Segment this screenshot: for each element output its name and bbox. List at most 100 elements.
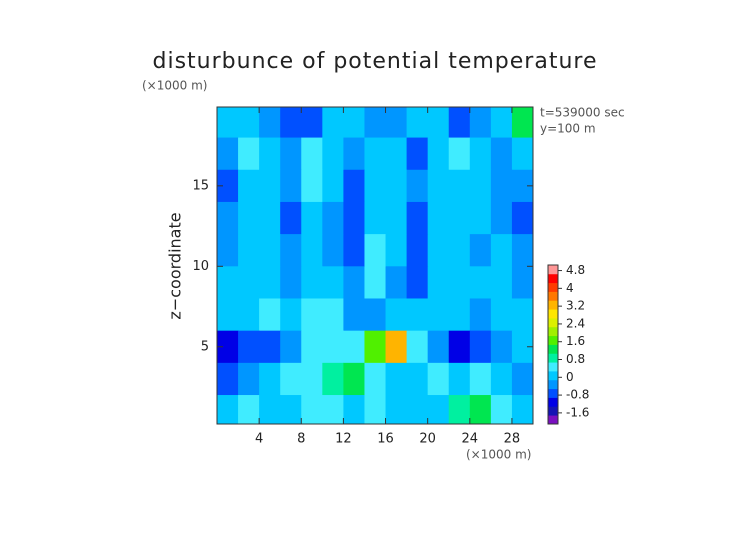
contour-cell — [343, 107, 365, 139]
colorbar-bin — [548, 344, 558, 354]
contour-cell — [385, 169, 408, 203]
contour-cell — [427, 234, 450, 267]
contour-cell — [343, 201, 365, 235]
contour-cell — [217, 169, 239, 203]
contour-cell — [448, 169, 471, 203]
contour-cell — [469, 201, 492, 235]
contour-cell — [238, 395, 260, 425]
contour-cell — [427, 107, 450, 139]
contour-cell — [280, 298, 302, 332]
contour-cell — [385, 137, 408, 171]
contour-cell — [490, 201, 513, 235]
contour-cell — [469, 330, 492, 364]
contour-cell — [238, 137, 260, 171]
contour-cell — [259, 234, 281, 267]
x-tick-label: 4 — [255, 432, 263, 447]
contour-cell — [406, 201, 429, 235]
contour-cell — [322, 330, 344, 364]
contour-cell — [301, 266, 323, 299]
colorbar-bin — [548, 326, 558, 337]
contour-cell — [469, 107, 492, 139]
contour-cell — [511, 330, 534, 364]
contour-cell — [406, 169, 429, 203]
contour-cell — [301, 169, 323, 203]
contour-cell — [427, 266, 450, 299]
contour-cell — [343, 234, 365, 267]
contour-cell — [259, 169, 281, 203]
colorbar-bin — [548, 273, 558, 284]
contour-cell — [217, 266, 239, 299]
contour-cell — [280, 169, 302, 203]
contour-cell — [469, 395, 492, 425]
contour-cell — [301, 137, 323, 171]
contour-cell — [406, 395, 429, 425]
contour-cell — [406, 137, 429, 171]
y-tick-label: 5 — [201, 339, 209, 354]
contour-cell — [427, 362, 450, 396]
y-axis-label: z−coordinate — [166, 212, 185, 319]
contour-cell — [448, 330, 471, 364]
colorbar-tick-label: -0.8 — [566, 388, 589, 402]
contour-cell — [364, 362, 387, 396]
colorbar-bin — [548, 300, 558, 310]
contour-cell — [322, 107, 344, 139]
contour-cell — [511, 169, 534, 203]
contour-cell — [490, 169, 513, 203]
contour-cell — [385, 201, 408, 235]
contour-cell — [385, 234, 408, 267]
contour-cell — [280, 201, 302, 235]
contour-cell — [280, 234, 302, 267]
contour-cell — [301, 298, 323, 332]
contour-cell — [343, 362, 365, 396]
contour-cell — [238, 201, 260, 235]
contour-cell — [322, 362, 344, 396]
contour-cell — [385, 330, 408, 364]
contour-cell — [301, 201, 323, 235]
contour-cell — [301, 362, 323, 396]
contour-cell — [238, 107, 260, 139]
contour-cell — [511, 137, 534, 171]
contour-cell — [364, 234, 387, 267]
x-tick-label: 8 — [297, 432, 305, 447]
colorbar-tick-label: -1.6 — [566, 405, 589, 419]
x-tick-label: 24 — [462, 432, 479, 447]
contour-cell — [427, 137, 450, 171]
contour-cell — [217, 234, 239, 267]
contour-cell — [511, 234, 534, 267]
contour-cell — [448, 201, 471, 235]
contour-cell — [301, 330, 323, 364]
contour-cell — [406, 234, 429, 267]
contour-cell — [322, 201, 344, 235]
contour-cell — [406, 298, 429, 332]
contour-cell — [364, 266, 387, 299]
contour-cell — [490, 298, 513, 332]
contour-cell — [490, 234, 513, 267]
contour-cell — [280, 362, 302, 396]
y-tick-label: 10 — [192, 259, 209, 274]
contour-cell — [238, 169, 260, 203]
contour-cell — [259, 330, 281, 364]
contour-cell — [511, 298, 534, 332]
contour-cell — [238, 330, 260, 364]
contour-cell — [448, 362, 471, 396]
contour-cell — [259, 201, 281, 235]
contour-cell — [343, 395, 365, 425]
colorbar-bin — [548, 371, 558, 381]
colorbar-bin — [548, 335, 558, 345]
contour-cell — [427, 298, 450, 332]
contour-cell — [259, 298, 281, 332]
contour-cell — [322, 234, 344, 267]
x-tick-label: 16 — [377, 432, 394, 447]
y-unit: (×1000 m) — [142, 79, 207, 93]
contour-cell — [217, 137, 239, 171]
colorbar-tick-label: 0 — [566, 370, 574, 384]
contour-cell — [217, 201, 239, 235]
contour-cell — [259, 395, 281, 425]
contour-cell — [364, 298, 387, 332]
colorbar-bin — [548, 265, 558, 275]
colorbar-tick-label: 0.8 — [566, 352, 585, 366]
colorbar-bin — [548, 353, 558, 363]
contour-cell — [469, 234, 492, 267]
contour-cell — [406, 107, 429, 139]
contour-cell — [490, 395, 513, 425]
